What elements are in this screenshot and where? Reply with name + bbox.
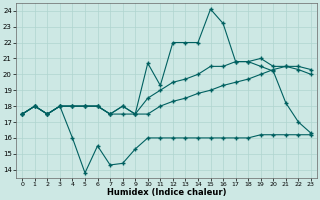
X-axis label: Humidex (Indice chaleur): Humidex (Indice chaleur) (107, 188, 226, 197)
